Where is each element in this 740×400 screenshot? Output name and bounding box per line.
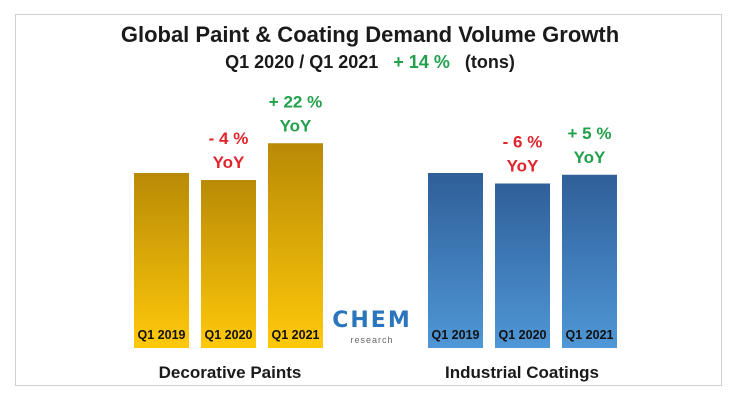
- yoy-change-label: - 4 %: [209, 129, 249, 148]
- bar-category-label: Q1 2019: [432, 328, 480, 342]
- bar-category-label: Q1 2020: [205, 328, 253, 342]
- bar-category-label: Q1 2019: [138, 328, 186, 342]
- logo-main-text: CHEM: [332, 308, 412, 333]
- yoy-label: YoY: [213, 153, 245, 172]
- bar-category-label: Q1 2020: [499, 328, 547, 342]
- yoy-change-label: + 5 %: [568, 124, 612, 143]
- bar-decorative-0: [134, 173, 189, 348]
- bar-industrial-0: [428, 173, 483, 348]
- chem-research-logo: CHEM research: [328, 308, 416, 348]
- logo-sub-text: research: [350, 335, 394, 345]
- subtitle-period: Q1 2020 / Q1 2021: [225, 52, 379, 72]
- yoy-label: YoY: [507, 157, 539, 176]
- yoy-label: YoY: [574, 148, 606, 167]
- yoy-change-label: - 6 %: [503, 133, 543, 152]
- bar-industrial-2: [562, 174, 617, 348]
- yoy-change-label: + 22 %: [269, 92, 322, 111]
- chart-subtitle: Q1 2020 / Q1 2021 + 14 % (tons): [0, 52, 740, 73]
- bar-category-label: Q1 2021: [272, 328, 320, 342]
- yoy-label: YoY: [280, 116, 312, 135]
- bar-decorative-2: [268, 143, 323, 348]
- bar-decorative-1: [201, 180, 256, 348]
- chart-title: Global Paint & Coating Demand Volume Gro…: [120, 22, 620, 47]
- group-label-industrial: Industrial Coatings: [445, 363, 599, 382]
- subtitle-growth: + 14 %: [393, 52, 450, 72]
- bar-industrial-1: [495, 183, 550, 348]
- subtitle-unit: (tons): [464, 52, 515, 72]
- bar-category-label: Q1 2021: [566, 328, 614, 342]
- group-label-decorative: Decorative Paints: [158, 363, 302, 382]
